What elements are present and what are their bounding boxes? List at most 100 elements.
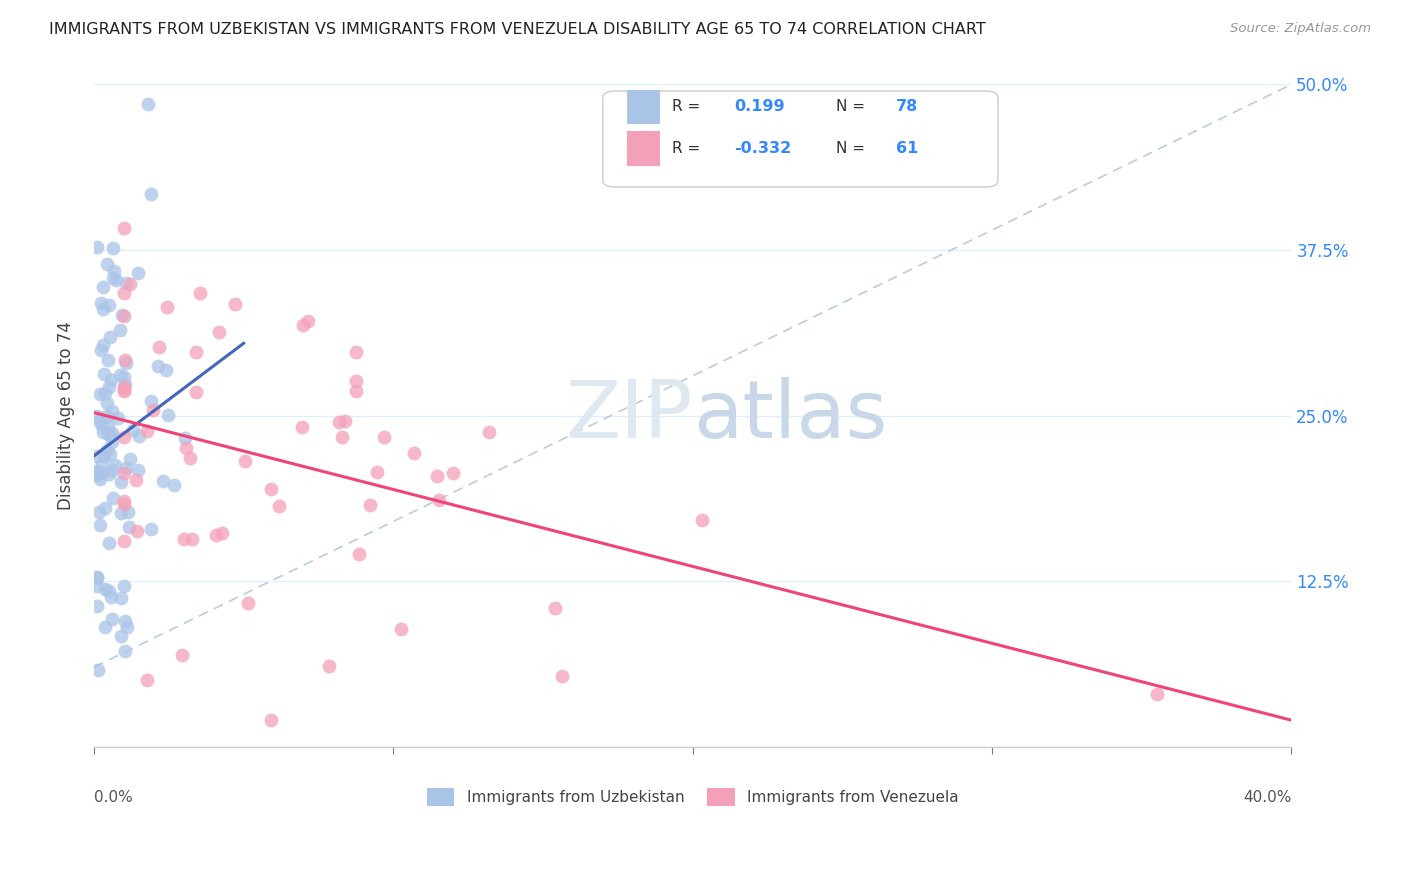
Text: -0.332: -0.332 <box>734 141 792 156</box>
Point <box>115 460 138 475</box>
Point <box>152 475 174 489</box>
Point <box>224 297 246 311</box>
Point <box>127 463 149 477</box>
Point <box>136 424 159 438</box>
Point <box>344 384 367 398</box>
Point <box>112 370 135 384</box>
Point <box>188 285 211 300</box>
Point <box>98 536 121 550</box>
Point <box>108 368 131 382</box>
Point <box>101 611 124 625</box>
Point <box>297 314 319 328</box>
Point <box>174 431 197 445</box>
Point <box>89 296 111 310</box>
Point <box>86 449 108 463</box>
Point <box>111 308 134 322</box>
Point <box>122 423 145 437</box>
FancyBboxPatch shape <box>627 90 661 124</box>
Point <box>100 427 122 442</box>
Point <box>86 468 108 483</box>
Text: Source: ZipAtlas.com: Source: ZipAtlas.com <box>1230 22 1371 36</box>
Point <box>127 266 149 280</box>
Point <box>91 338 114 352</box>
Point <box>97 427 120 442</box>
Point <box>89 472 111 486</box>
Point <box>112 286 135 301</box>
Point <box>86 571 108 585</box>
Point <box>112 429 135 443</box>
Point <box>690 513 713 527</box>
Point <box>404 445 426 459</box>
Point <box>87 414 110 428</box>
Point <box>478 425 501 439</box>
Point <box>97 353 120 368</box>
Point <box>115 356 138 370</box>
Point <box>174 442 197 456</box>
Text: N =: N = <box>837 141 870 156</box>
Point <box>110 475 132 489</box>
Point <box>260 713 283 727</box>
Point <box>344 374 367 388</box>
Point <box>115 277 138 291</box>
Point <box>180 533 202 547</box>
Point <box>112 494 135 508</box>
Point <box>142 402 165 417</box>
FancyBboxPatch shape <box>627 131 661 166</box>
Text: 0.199: 0.199 <box>734 99 785 114</box>
Point <box>93 367 115 381</box>
Point <box>333 414 356 428</box>
Point <box>544 600 567 615</box>
Point <box>141 522 163 536</box>
Point <box>89 517 111 532</box>
Point <box>100 463 122 477</box>
FancyBboxPatch shape <box>603 91 998 187</box>
Point <box>97 418 120 433</box>
Point <box>359 498 381 512</box>
Point <box>349 547 371 561</box>
Text: ZIP: ZIP <box>565 376 693 455</box>
Point <box>551 669 574 683</box>
Point <box>112 579 135 593</box>
Point <box>115 620 138 634</box>
Point <box>186 344 208 359</box>
Text: R =: R = <box>672 99 706 114</box>
Point <box>94 386 117 401</box>
Point <box>163 477 186 491</box>
Point <box>135 673 157 687</box>
Point <box>211 526 233 541</box>
Point <box>373 430 395 444</box>
Y-axis label: Disability Age 65 to 74: Disability Age 65 to 74 <box>58 321 75 510</box>
Text: IMMIGRANTS FROM UZBEKISTAN VS IMMIGRANTS FROM VENEZUELA DISABILITY AGE 65 TO 74 : IMMIGRANTS FROM UZBEKISTAN VS IMMIGRANTS… <box>49 22 986 37</box>
Point <box>94 620 117 634</box>
Point <box>112 466 135 480</box>
Point <box>103 263 125 277</box>
Point <box>204 528 226 542</box>
Point <box>100 590 122 604</box>
Point <box>89 505 111 519</box>
Point <box>233 454 256 468</box>
Legend: Immigrants from Uzbekistan, Immigrants from Venezuela: Immigrants from Uzbekistan, Immigrants f… <box>420 782 965 812</box>
Point <box>90 343 112 358</box>
Point <box>112 383 135 397</box>
Point <box>89 387 111 401</box>
Point <box>86 599 108 614</box>
Point <box>173 533 195 547</box>
Point <box>328 416 350 430</box>
Point <box>136 97 159 112</box>
Point <box>96 396 118 410</box>
Point <box>101 271 124 285</box>
Point <box>101 491 124 505</box>
Point <box>117 504 139 518</box>
Text: R =: R = <box>672 141 706 156</box>
Point <box>292 318 315 332</box>
Text: 0.0%: 0.0% <box>94 789 132 805</box>
Point <box>90 466 112 480</box>
Point <box>148 340 170 354</box>
Point <box>107 411 129 425</box>
Point <box>125 473 148 487</box>
Point <box>86 570 108 584</box>
Point <box>100 403 122 417</box>
Point <box>318 659 340 673</box>
Point <box>118 520 141 534</box>
Point <box>427 492 450 507</box>
